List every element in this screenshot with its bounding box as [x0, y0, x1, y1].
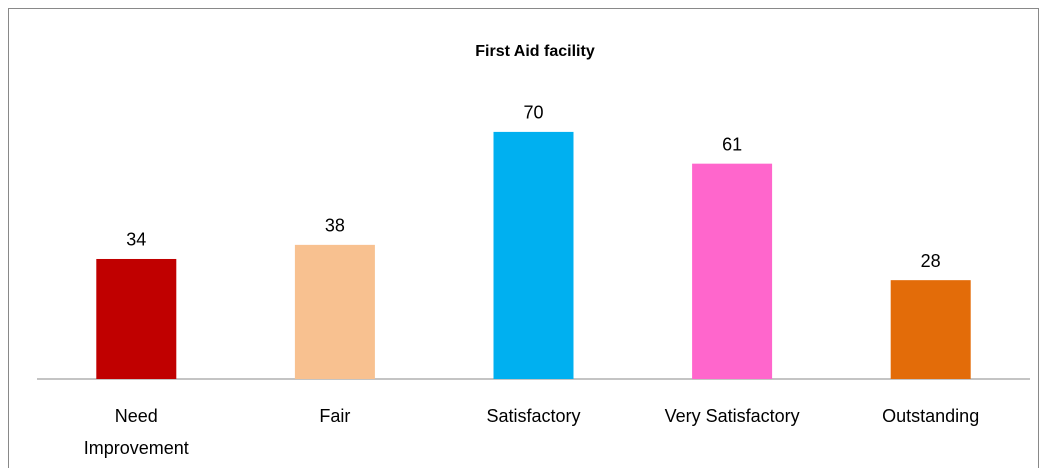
x-tick-label: Fair [319, 406, 351, 426]
x-tick-label: Need Improvement [83, 406, 189, 458]
data-label: 34 [126, 230, 146, 250]
data-label: 61 [722, 134, 742, 154]
x-tick-label: Satisfactory [486, 406, 581, 426]
bar [890, 280, 971, 379]
data-label: 70 [523, 103, 543, 123]
x-tick-label: Outstanding [882, 406, 980, 426]
bar [692, 163, 773, 379]
data-label: 28 [921, 251, 941, 271]
data-label: 38 [325, 216, 345, 236]
chart-title: First Aid facility [475, 43, 595, 60]
bar [96, 258, 177, 379]
x-tick-label: Very Satisfactory [664, 406, 800, 426]
chart-frame [8, 8, 1039, 468]
bar [294, 244, 375, 379]
bar [493, 131, 574, 379]
